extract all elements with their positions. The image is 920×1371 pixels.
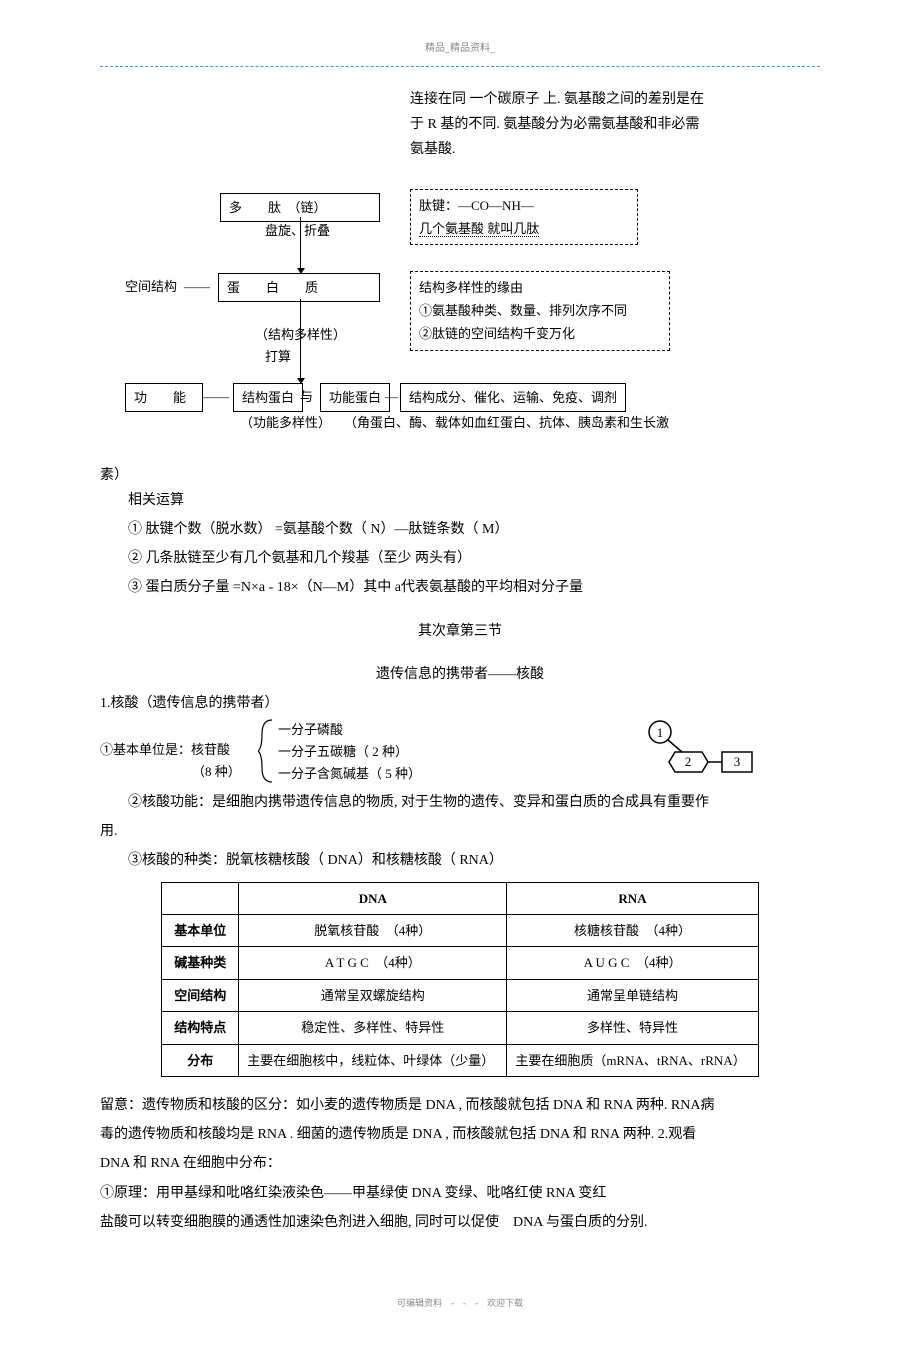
basic-unit-count: （8 种） xyxy=(192,760,241,783)
cell-r1c3: 核糖核苷酸 （4种） xyxy=(507,915,758,947)
section2-item1: 1.核酸（遗传信息的携带者） xyxy=(100,691,820,716)
cell-r3c2: 通常呈双螺旋结构 xyxy=(239,979,507,1011)
top-line1: 连接在同 一个碳原子 上. 氨基酸之间的差别是在 xyxy=(410,87,820,112)
top-line3: 氨基酸. xyxy=(410,137,820,162)
calc-item2: ② 几条肽链至少有几个氨基和几个羧基（至少 两头有） xyxy=(100,546,820,571)
label-function-diversity: （功能多样性） （角蛋白、酶、载体如血红蛋白、抗体、胰岛素和生长激 xyxy=(240,411,669,434)
protein-diagram: 多 肽 （链） 盘旋、折叠 肽键：—CO—NH— 几个氨基酸 就叫几肽 空间结构… xyxy=(100,193,820,453)
box-protein: 蛋 白 质 xyxy=(218,273,380,302)
basic-unit-label: ①基本单位是：核苷酸 xyxy=(100,738,230,761)
cell-r3c1: 空间结构 xyxy=(162,979,239,1011)
table-row: 空间结构 通常呈双螺旋结构 通常呈单链结构 xyxy=(162,979,758,1011)
table-row: 碱基种类 A T G C （4种） A U G C （4种） xyxy=(162,947,758,979)
dna-rna-table: DNA RNA 基本单位 脱氧核苷酸 （4种） 核糖核苷酸 （4种） 碱基种类 … xyxy=(161,882,758,1077)
dash-connector-2: —— xyxy=(203,385,229,408)
brace-line2: 一分子五碳糖（ 2 种） xyxy=(278,740,408,763)
cell-r5c2: 主要在细胞核中，线粒体、叶绿体（少量） xyxy=(239,1044,507,1076)
table-row: 分布 主要在细胞核中，线粒体、叶绿体（少量） 主要在细胞质（mRNA、tRNA、… xyxy=(162,1044,758,1076)
top-dashed-line xyxy=(100,66,820,67)
su-text: 素） xyxy=(100,463,820,488)
dash-connector-3: — xyxy=(385,385,398,408)
header-watermark: 精品_精品资料_ xyxy=(100,40,820,58)
dashed-box-peptide-bond: 肽键：—CO—NH— 几个氨基酸 就叫几肽 xyxy=(410,189,638,246)
section2-item2-line2: 用. xyxy=(100,819,820,844)
nucleotide-area: ①基本单位是：核苷酸 （8 种） 一分子磷酸 一分子五碳糖（ 2 种） 一分子含… xyxy=(100,720,820,790)
th-dna: DNA xyxy=(239,882,507,914)
bottom-line3: DNA 和 RNA 在细胞中分布： xyxy=(100,1151,820,1176)
section2-item2-line1: ②核酸功能：是细胞内携带遗传信息的物质, 对于生物的遗传、变异和蛋白质的合成具有… xyxy=(100,790,820,815)
section2-title1: 其次章第三节 xyxy=(100,619,820,644)
cell-r2c3: A U G C （4种） xyxy=(507,947,758,979)
dashed-box-diversity: 结构多样性的缘由 ①氨基酸种类、数量、排列次序不同 ②肽链的空间结构千变万化 xyxy=(410,271,670,351)
table-header-row: DNA RNA xyxy=(162,882,758,914)
dash2-line1: 结构多样性的缘由 xyxy=(419,276,661,299)
cell-r4c2: 稳定性、多样性、特异性 xyxy=(239,1012,507,1044)
label-fold: 盘旋、折叠 xyxy=(265,219,330,242)
cell-r1c1: 基本单位 xyxy=(162,915,239,947)
cell-r2c2: A T G C （4种） xyxy=(239,947,507,979)
brace-line1: 一分子磷酸 xyxy=(278,718,343,741)
arrow-protein-to-function xyxy=(300,299,301,379)
box-functional-protein: 功能蛋白 xyxy=(320,383,390,412)
cell-r4c3: 多样性、特异性 xyxy=(507,1012,758,1044)
box-function-list: 结构成分、催化、运输、免疫、调剂 xyxy=(400,383,626,412)
cell-r2c1: 碱基种类 xyxy=(162,947,239,979)
bottom-line1: 留意：遗传物质和核酸的区分：如小麦的遗传物质是 DNA , 而核酸就包括 DNA… xyxy=(100,1093,820,1118)
footer-watermark: 可编辑资料 - - - 欢迎下载 xyxy=(100,1295,820,1311)
cell-r1c2: 脱氧核苷酸 （4种） xyxy=(239,915,507,947)
dash1-line2: 几个氨基酸 就叫几肽 xyxy=(419,217,629,240)
label-determine: 打算 xyxy=(265,345,291,368)
top-paragraph: 连接在同 一个碳原子 上. 氨基酸之间的差别是在 于 R 基的不同. 氨基酸分为… xyxy=(100,87,820,163)
label-and: 与 xyxy=(300,385,313,408)
cell-r3c3: 通常呈单链结构 xyxy=(507,979,758,1011)
brace-icon xyxy=(258,718,276,784)
box-function: 功 能 xyxy=(125,383,203,412)
nucleotide-diagram-icon: 1 2 3 xyxy=(630,720,760,780)
box-structural-protein: 结构蛋白 xyxy=(233,383,303,412)
svg-text:3: 3 xyxy=(734,754,741,769)
dash2-line2: ①氨基酸种类、数量、排列次序不同 xyxy=(419,299,661,322)
cell-r4c1: 结构特点 xyxy=(162,1012,239,1044)
bottom-line2: 毒的遗传物质和核酸均是 RNA . 细菌的遗传物质是 DNA , 而核酸就包括 … xyxy=(100,1122,820,1147)
table-row: 基本单位 脱氧核苷酸 （4种） 核糖核苷酸 （4种） xyxy=(162,915,758,947)
th-rna: RNA xyxy=(507,882,758,914)
cell-r5c1: 分布 xyxy=(162,1044,239,1076)
cell-r5c3: 主要在细胞质（mRNA、tRNA、rRNA） xyxy=(507,1044,758,1076)
calc-title: 相关运算 xyxy=(100,488,820,513)
th-blank xyxy=(162,882,239,914)
bottom-line4: ①原理：用甲基绿和吡咯红染液染色——甲基绿使 DNA 变绿、吡咯红使 RNA 变… xyxy=(100,1181,820,1206)
section2-title2: 遗传信息的携带者——核酸 xyxy=(100,662,820,687)
top-line2: 于 R 基的不同. 氨基酸分为必需氨基酸和非必需 xyxy=(410,112,820,137)
calc-item1: ① 肽键个数（脱水数） =氨基酸个数（ N）—肽链条数（ M） xyxy=(100,517,820,542)
table-row: 结构特点 稳定性、多样性、特异性 多样性、特异性 xyxy=(162,1012,758,1044)
label-spatial-structure: 空间结构 xyxy=(125,275,177,298)
section2-item3: ③核酸的种类：脱氧核糖核酸（ DNA）和核糖核酸（ RNA） xyxy=(100,848,820,873)
dash2-line3: ②肽链的空间结构千变万化 xyxy=(419,322,661,345)
svg-text:2: 2 xyxy=(685,754,692,769)
calc-item3: ③ 蛋白质分子量 =N×a - 18×（N—M）其中 a代表氨基酸的平均相对分子… xyxy=(100,575,820,600)
brace-line3: 一分子含氮碱基（ 5 种） xyxy=(278,762,421,785)
dash1-line1: 肽键：—CO—NH— xyxy=(419,194,629,217)
bottom-line5: 盐酸可以转变细胞膜的通透性加速染色剂进入细胞, 同时可以促使 DNA 与蛋白质的… xyxy=(100,1210,820,1235)
dash-connector-1: —— xyxy=(184,275,210,298)
svg-text:1: 1 xyxy=(657,725,664,740)
